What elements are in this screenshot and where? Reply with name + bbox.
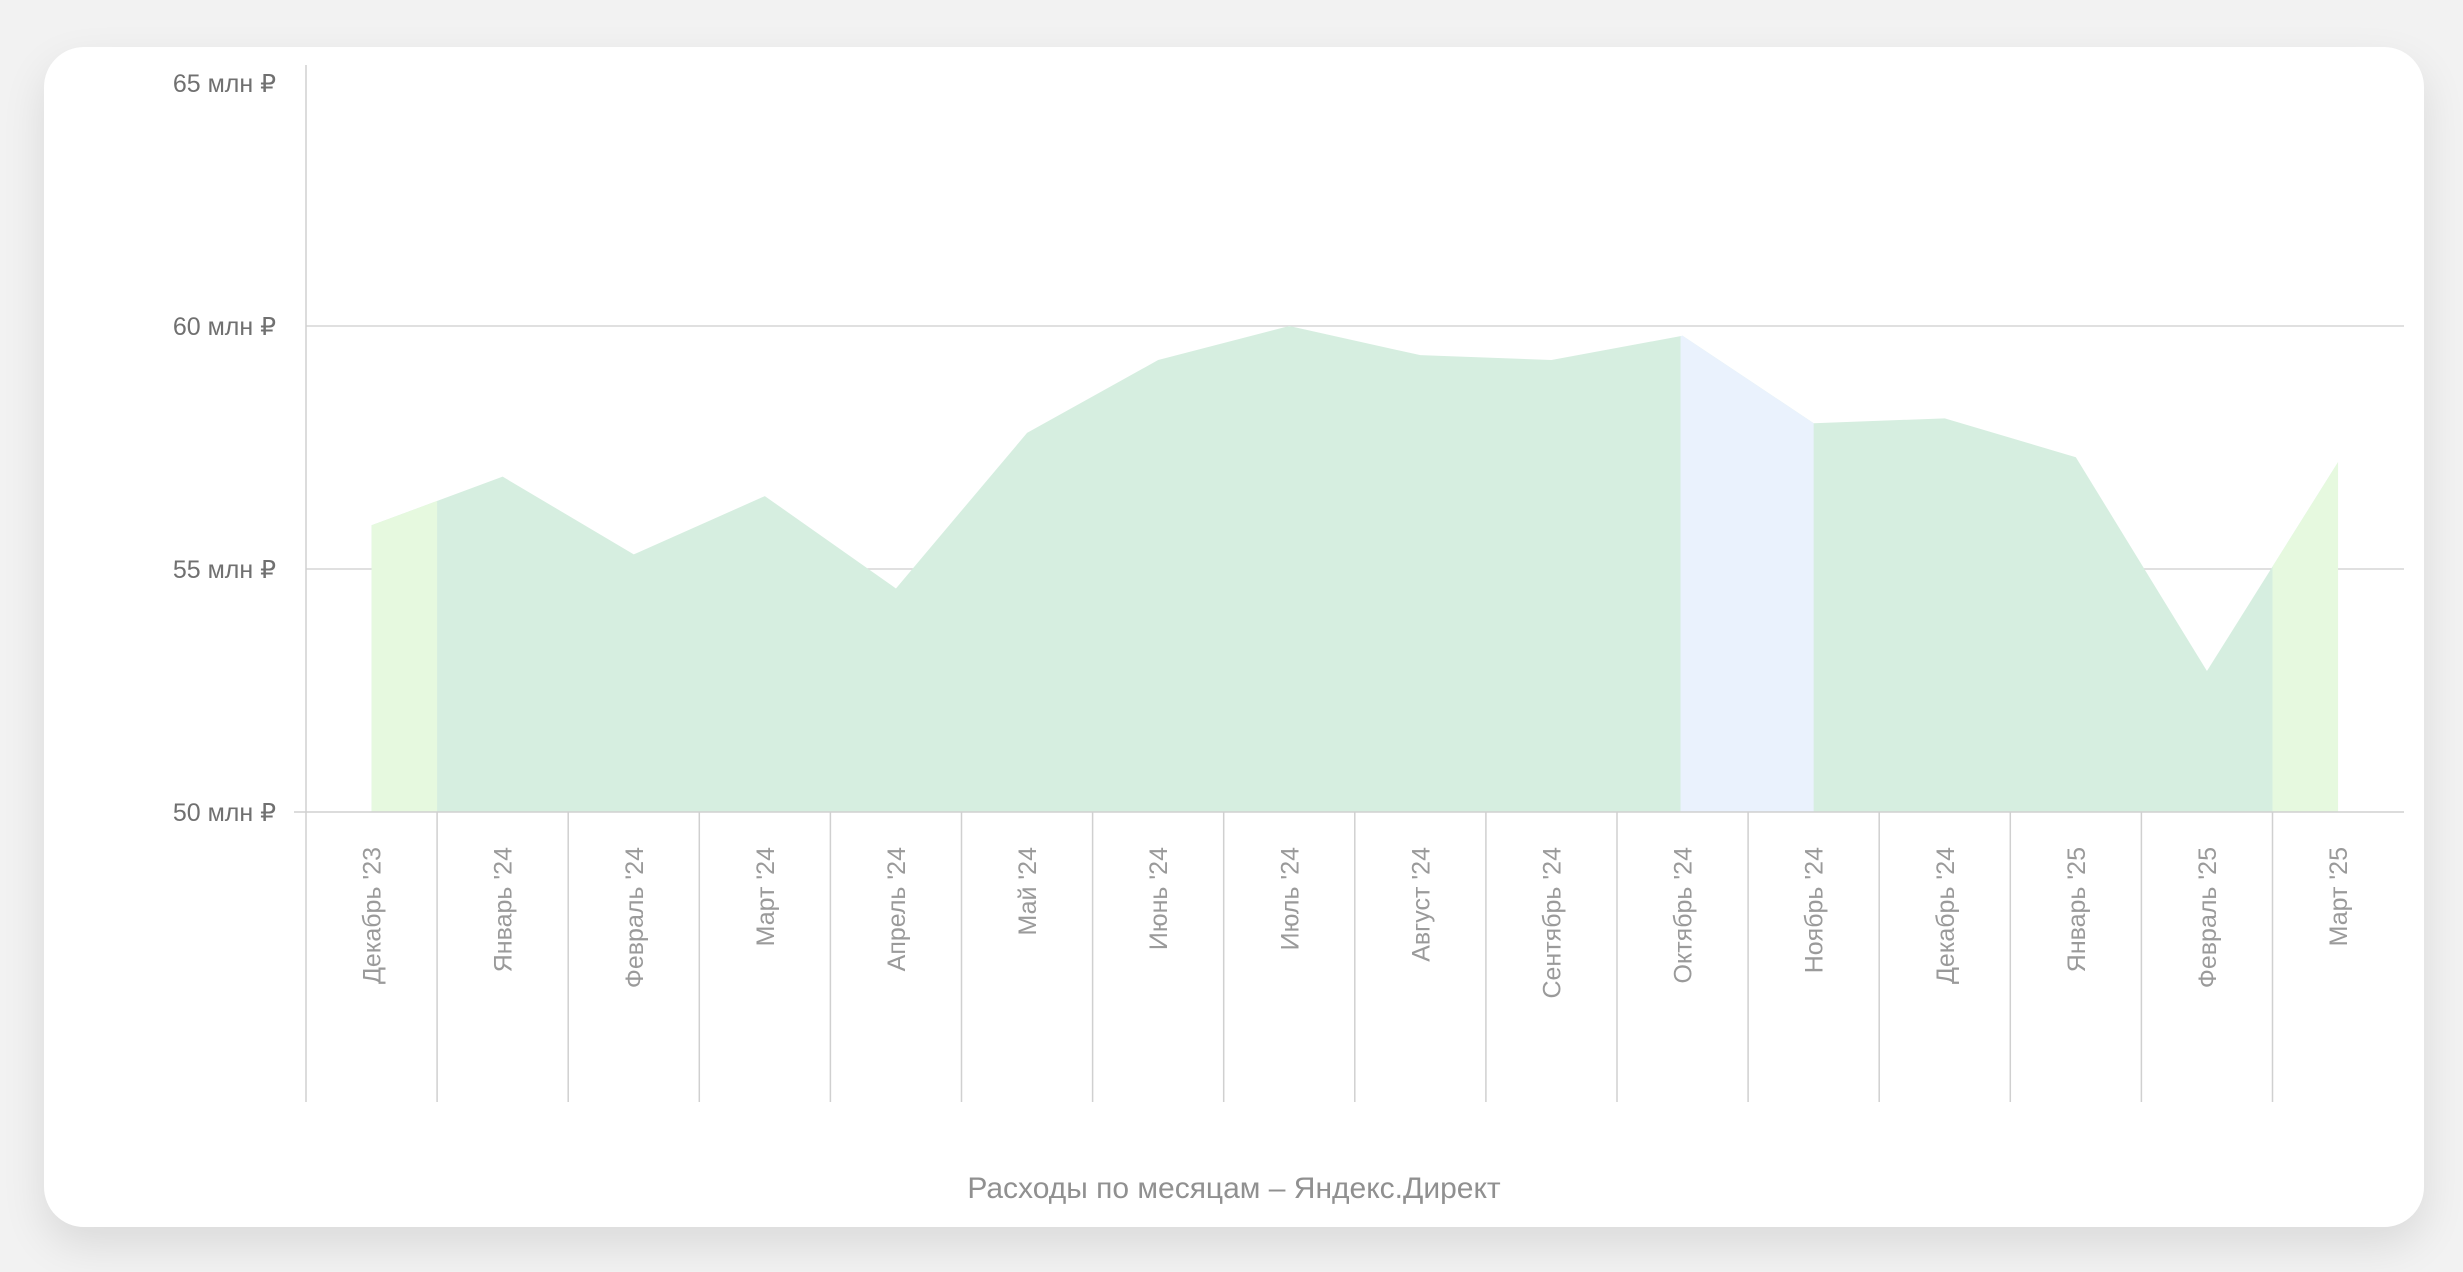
x-tick-label: Август '24 [1407, 847, 1435, 962]
x-tick-label: Апрель '24 [883, 847, 911, 971]
area-layer [371, 83, 2339, 812]
area-edge-end [2272, 326, 2339, 812]
y-tick-label: 55 млн ₽ [173, 556, 276, 584]
spend-area [371, 326, 2339, 812]
x-tick-label: Декабрь '24 [1932, 847, 1960, 984]
x-tick-label: Ноябрь '24 [1801, 847, 1829, 973]
chart-card: 65 млн ₽ 60 млн ₽ 55 млн ₽ 50 млн ₽ Декабрь… [44, 47, 2424, 1227]
y-axis-ticks: 65 млн ₽ 60 млн ₽ 55 млн ₽ 50 млн ₽ [173, 70, 276, 827]
x-tick-label: Февраль '24 [621, 847, 649, 988]
x-tick-label: Март '24 [752, 847, 780, 946]
highlighted-segment[interactable] [1680, 83, 1814, 812]
x-tick-label: Февраль '25 [2194, 847, 2222, 988]
chart-caption: Расходы по месяцам – Яндекс.Директ [967, 1172, 1501, 1205]
x-tick-label: Июнь '24 [1145, 847, 1173, 950]
area-edge-start [371, 326, 438, 812]
x-tick-label: Март '25 [2325, 847, 2353, 946]
x-tick-label: Январь '24 [490, 847, 518, 972]
x-tick-label: Октябрь '24 [1670, 847, 1698, 984]
y-tick-label: 50 млн ₽ [173, 799, 276, 827]
x-axis-ticks: Декабрь '23 Январь '24 Февраль '24 Март '24… [359, 847, 2354, 999]
axis-layer [294, 65, 2404, 1102]
x-tick-label: Январь '25 [2063, 847, 2091, 972]
y-tick-label: 65 млн ₽ [173, 70, 276, 98]
x-tick-label: Декабрь '23 [359, 847, 387, 984]
x-tick-label: Май '24 [1014, 847, 1042, 936]
x-tick-label: Июль '24 [1276, 847, 1304, 950]
x-tick-label: Сентябрь '24 [1538, 847, 1566, 999]
y-tick-label: 60 млн ₽ [173, 313, 276, 341]
monthly-spend-chart: 65 млн ₽ 60 млн ₽ 55 млн ₽ 50 млн ₽ Декабрь… [173, 65, 2404, 1205]
